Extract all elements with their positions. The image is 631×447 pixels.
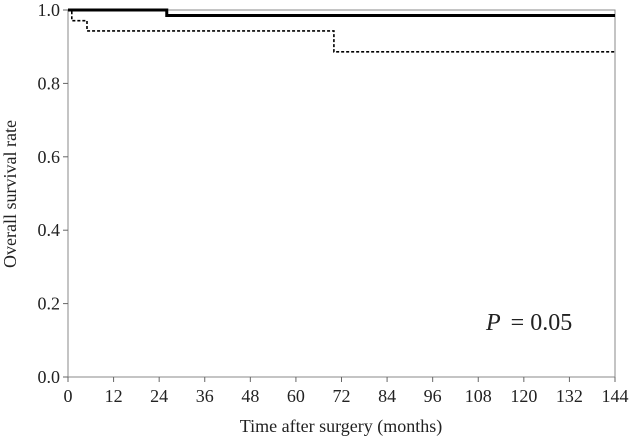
annotation-symbol: P [485, 310, 501, 336]
x-tick-label: 36 [196, 386, 214, 406]
x-tick-label: 132 [556, 386, 583, 406]
survival-curve [68, 9, 615, 53]
x-tick-label: 120 [510, 386, 537, 406]
y-axis-title: Overall survival rate [0, 120, 20, 268]
x-tick-label: 48 [241, 386, 259, 406]
x-tick-label: 12 [105, 386, 123, 406]
y-tick-label: 0.4 [38, 220, 61, 240]
survival-curve [68, 8, 615, 18]
y-tick-label: 1.0 [38, 0, 61, 20]
x-tick-label: 96 [424, 386, 442, 406]
x-tick-label: 84 [378, 386, 396, 406]
y-tick-label: 0.6 [38, 147, 61, 167]
y-tick-label: 0.2 [38, 294, 61, 314]
x-tick-label: 24 [150, 386, 168, 406]
x-tick-label: 0 [64, 386, 73, 406]
x-axis-title: Time after surgery (months) [240, 416, 442, 437]
annotation: P = 0.05 [485, 310, 572, 336]
x-tick-label: 72 [333, 386, 351, 406]
x-tick-label: 144 [602, 386, 629, 406]
x-tick-label: 60 [287, 386, 305, 406]
y-tick-label: 0.8 [38, 73, 61, 93]
annotation-text: = 0.05 [511, 310, 573, 336]
x-tick-label: 108 [465, 386, 492, 406]
y-tick-label: 0.0 [38, 367, 61, 387]
